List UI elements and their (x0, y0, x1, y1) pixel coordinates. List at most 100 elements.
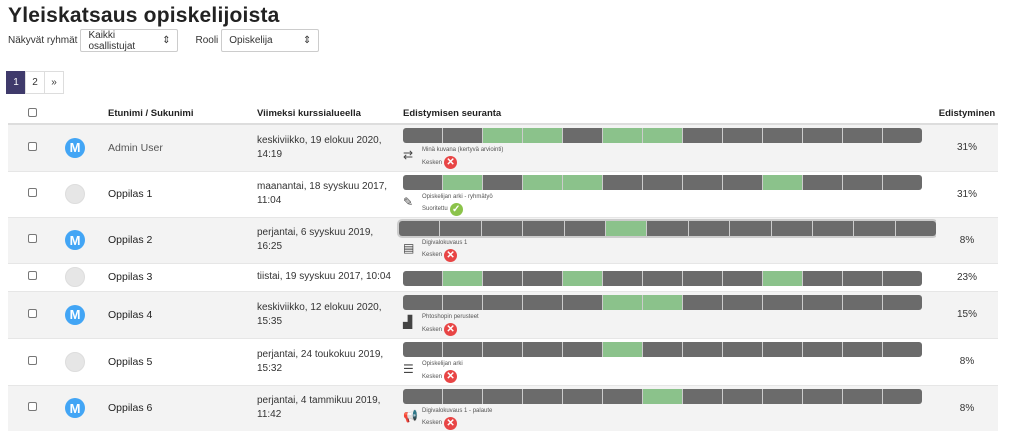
progress-segment[interactable] (483, 295, 523, 310)
page-2[interactable]: 2 (25, 71, 45, 94)
progress-segment[interactable] (483, 342, 523, 357)
progress-segment[interactable] (730, 220, 772, 236)
progress-segment[interactable] (643, 295, 683, 310)
progress-segment[interactable] (843, 295, 883, 310)
progress-segment[interactable] (803, 388, 843, 404)
progress-segment[interactable] (523, 270, 563, 286)
student-name[interactable]: Oppilas 4 (108, 308, 153, 321)
progress-segment[interactable] (843, 128, 883, 144)
progress-segment[interactable] (403, 270, 443, 286)
student-name[interactable]: Admin User (108, 141, 163, 154)
progress-segment[interactable] (643, 174, 683, 190)
page-1[interactable]: 1 (6, 71, 26, 94)
col-name[interactable]: Etunimi / Sukunimi (108, 104, 257, 125)
progress-segment[interactable] (803, 270, 843, 286)
progress-segment[interactable] (883, 342, 922, 357)
progress-segment[interactable] (803, 295, 843, 310)
progress-segment[interactable] (603, 342, 643, 357)
progress-segment[interactable] (403, 342, 443, 357)
row-checkbox[interactable] (27, 234, 37, 243)
progress-segment[interactable] (643, 388, 683, 404)
progress-segment[interactable] (563, 128, 603, 144)
progress-segment[interactable] (523, 174, 563, 190)
progress-segment[interactable] (771, 220, 813, 236)
progress-segment[interactable] (763, 174, 803, 190)
progress-segment[interactable] (683, 295, 723, 310)
progress-segment[interactable] (483, 128, 523, 144)
progress-segment[interactable] (683, 128, 723, 144)
progress-segment[interactable] (723, 295, 763, 310)
student-name[interactable]: Oppilas 6 (108, 402, 153, 415)
progress-segment[interactable] (563, 342, 603, 357)
avatar[interactable]: M (65, 137, 85, 158)
avatar[interactable] (65, 351, 85, 372)
progress-segment[interactable] (883, 295, 922, 310)
student-name[interactable]: Oppilas 2 (108, 234, 153, 246)
progress-segment[interactable] (812, 220, 855, 236)
progress-segment[interactable] (443, 388, 483, 404)
progress-segment[interactable] (723, 128, 763, 144)
progress-segment[interactable] (403, 128, 443, 144)
progress-segment[interactable] (803, 174, 843, 190)
progress-segment[interactable] (443, 270, 483, 286)
progress-segment[interactable] (523, 128, 563, 144)
progress-segment[interactable] (803, 342, 843, 357)
progress-segment[interactable] (443, 342, 483, 357)
select-all-checkbox[interactable] (27, 107, 37, 117)
progress-segment[interactable] (603, 270, 643, 286)
progress-segment[interactable] (605, 220, 648, 236)
progress-segment[interactable] (443, 295, 483, 310)
progress-segment[interactable] (483, 388, 523, 404)
progress-segment[interactable] (723, 342, 763, 357)
progress-segment[interactable] (603, 388, 643, 404)
progress-segment[interactable] (763, 128, 803, 144)
progress-segment[interactable] (854, 220, 896, 236)
progress-segment[interactable] (443, 128, 483, 144)
progress-segment[interactable] (803, 128, 843, 144)
progress-segment[interactable] (603, 128, 643, 144)
progress-segment[interactable] (883, 270, 922, 286)
progress-segment[interactable] (483, 174, 523, 190)
progress-segment[interactable] (763, 295, 803, 310)
progress-segment[interactable] (481, 220, 524, 236)
row-checkbox[interactable] (27, 355, 37, 365)
row-checkbox[interactable] (27, 141, 37, 151)
progress-segment[interactable] (643, 342, 683, 357)
progress-segment[interactable] (563, 388, 603, 404)
progress-segment[interactable] (723, 174, 763, 190)
row-checkbox[interactable] (27, 271, 37, 280)
progress-segment[interactable] (883, 174, 922, 190)
progress-segment[interactable] (483, 270, 523, 286)
student-name[interactable]: Oppilas 1 (108, 188, 153, 200)
progress-segment[interactable] (843, 388, 883, 404)
progress-segment[interactable] (763, 270, 803, 286)
avatar[interactable] (65, 267, 85, 287)
avatar[interactable]: M (65, 230, 85, 250)
progress-segment[interactable] (883, 128, 922, 144)
progress-segment[interactable] (564, 220, 606, 236)
row-checkbox[interactable] (27, 402, 37, 412)
progress-segment[interactable] (643, 128, 683, 144)
progress-segment[interactable] (523, 220, 565, 236)
col-last[interactable]: Viimeksi kurssialueella (257, 104, 403, 125)
progress-segment[interactable] (523, 295, 563, 310)
student-name[interactable]: Oppilas 5 (108, 355, 153, 368)
progress-segment[interactable] (563, 174, 603, 190)
progress-segment[interactable] (883, 388, 922, 404)
progress-segment[interactable] (403, 174, 443, 190)
groups-select[interactable]: Kaikki osallistujat ⇕ (80, 29, 179, 52)
progress-segment[interactable] (443, 174, 483, 190)
progress-segment[interactable] (843, 270, 883, 286)
progress-segment[interactable] (683, 174, 723, 190)
progress-segment[interactable] (603, 295, 643, 310)
progress-segment[interactable] (523, 388, 563, 404)
avatar[interactable]: M (65, 304, 85, 325)
progress-segment[interactable] (763, 388, 803, 404)
role-select[interactable]: Opiskelija ⇕ (221, 29, 320, 52)
progress-segment[interactable] (563, 295, 603, 310)
next-page[interactable]: » (44, 71, 64, 94)
progress-segment[interactable] (843, 174, 883, 190)
row-checkbox[interactable] (27, 188, 37, 197)
progress-segment[interactable] (843, 342, 883, 357)
progress-segment[interactable] (895, 220, 936, 236)
